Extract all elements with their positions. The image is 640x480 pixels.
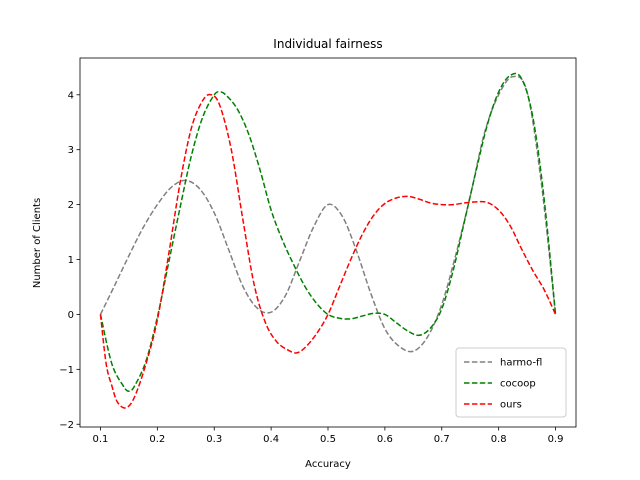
legend-label: cocoop <box>500 379 536 390</box>
y-tick-label: 3 <box>68 145 74 156</box>
legend-label: harmo-fl <box>500 358 542 369</box>
series-line-ours <box>99 93 557 409</box>
chart-title: Individual fairness <box>273 37 382 51</box>
x-axis-ticks: 0.1 0.2 0.3 0.4 0.5 0.6 0.7 0.8 0.9 <box>93 427 564 445</box>
x-tick-label: 0.6 <box>377 434 393 445</box>
x-tick-label: 0.9 <box>548 434 564 445</box>
x-tick-label: 0.4 <box>263 434 279 445</box>
x-tick-label: 0.7 <box>434 434 450 445</box>
legend-box <box>455 347 567 418</box>
plot-frame <box>79 57 577 428</box>
series-layer <box>99 72 557 409</box>
y-tick-label: 2 <box>68 200 74 211</box>
y-axis-label: Number of Clients <box>32 198 43 288</box>
legend-label: ours <box>500 400 522 411</box>
series-line-harmo-fl <box>99 75 557 353</box>
y-tick-label: −1 <box>59 365 74 376</box>
x-tick-label: 0.8 <box>491 434 507 445</box>
y-axis-ticks: −2 −1 0 1 2 3 4 <box>59 90 80 431</box>
x-axis-label: Accuracy <box>305 459 351 470</box>
x-tick-label: 0.3 <box>206 434 222 445</box>
legend: harmo-fl cocoop ours <box>455 347 567 418</box>
y-tick-label: 1 <box>68 255 74 266</box>
y-tick-label: 0 <box>68 310 74 321</box>
x-tick-label: 0.1 <box>93 434 109 445</box>
y-tick-label: 4 <box>68 90 74 101</box>
x-tick-label: 0.2 <box>149 434 165 445</box>
x-tick-label: 0.5 <box>320 434 336 445</box>
series-line-cocoop <box>99 72 557 393</box>
y-tick-label: −2 <box>59 420 74 431</box>
